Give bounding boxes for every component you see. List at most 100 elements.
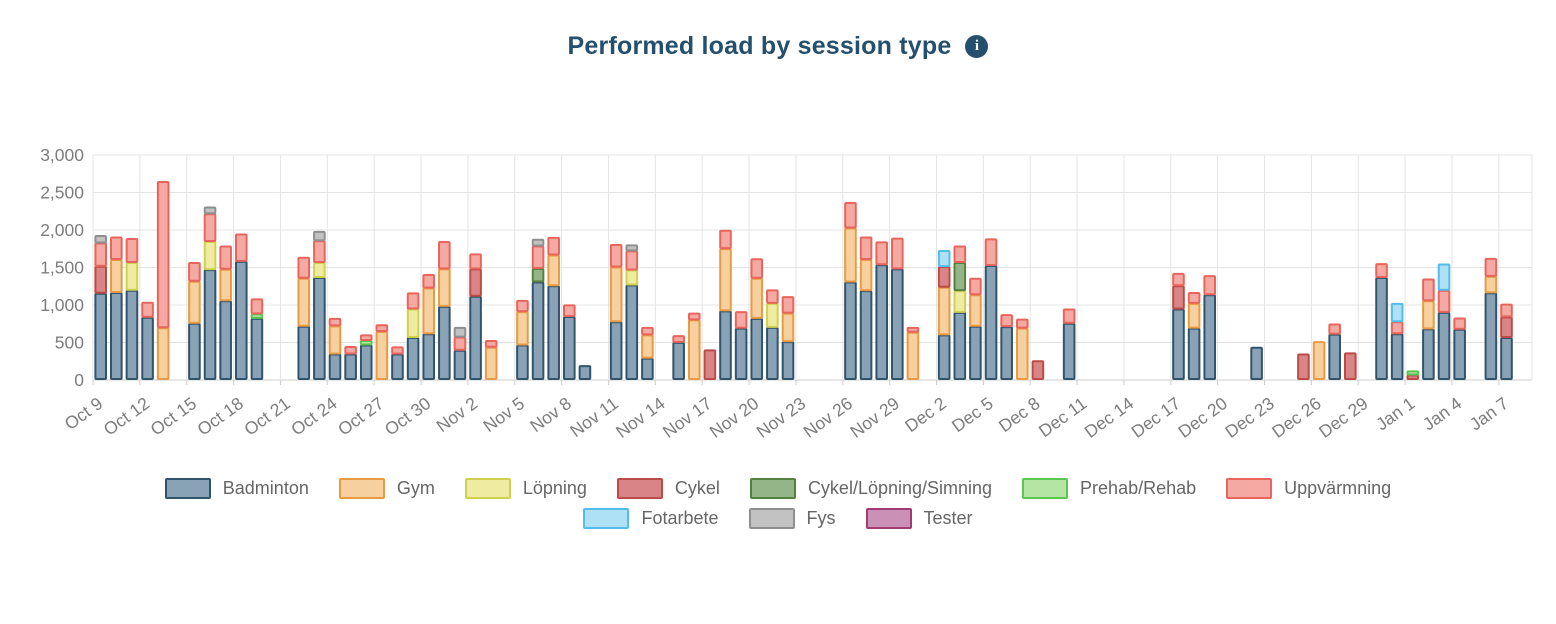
bar-segment-gym[interactable]	[188, 280, 201, 324]
bar-segment-uppv-rmning[interactable]	[110, 236, 123, 260]
bar-segment-l-pning[interactable]	[313, 262, 326, 278]
bar-segment-prehab-rehab[interactable]	[250, 313, 264, 319]
bar-segment-gym[interactable]	[156, 327, 170, 380]
bar-segment-badminton[interactable]	[1453, 328, 1466, 380]
bar-segment-cykel[interactable]	[1406, 374, 1420, 380]
bar-segment-cykel[interactable]	[937, 266, 951, 288]
bar-segment-uppv-rmning[interactable]	[687, 312, 701, 321]
bar-segment-cykel[interactable]	[703, 349, 717, 380]
bar-segment-badminton[interactable]	[1437, 311, 1451, 380]
bar-segment-uppv-rmning[interactable]	[203, 213, 217, 242]
bar-segment-uppv-rmning[interactable]	[875, 241, 889, 266]
bar-segment-badminton[interactable]	[734, 327, 748, 380]
bar-segment-badminton[interactable]	[313, 277, 326, 380]
bar-segment-gym[interactable]	[1015, 327, 1029, 380]
bar-segment-uppv-rmning[interactable]	[297, 256, 311, 279]
bar-segment-badminton[interactable]	[422, 333, 436, 380]
legend-item-gym[interactable]: Gym	[338, 478, 435, 499]
bar-segment-uppv-rmning[interactable]	[719, 229, 732, 250]
bar-segment-badminton[interactable]	[297, 325, 311, 380]
bar-segment-prehab-rehab[interactable]	[359, 340, 373, 346]
bar-segment-uppv-rmning[interactable]	[766, 289, 779, 304]
bar-segment-uppv-rmning[interactable]	[516, 299, 529, 313]
bar-segment-uppv-rmning[interactable]	[484, 340, 498, 348]
bar-segment-badminton[interactable]	[1187, 327, 1201, 380]
bar-segment-badminton[interactable]	[1390, 333, 1404, 380]
bar-segment-uppv-rmning[interactable]	[156, 181, 170, 329]
bar-segment-badminton[interactable]	[563, 316, 576, 380]
bar-segment-badminton[interactable]	[750, 317, 764, 380]
bar-segment-fys[interactable]	[94, 235, 108, 244]
bar-segment-uppv-rmning[interactable]	[1422, 278, 1435, 302]
bar-segment-fys[interactable]	[531, 238, 545, 247]
bar-segment-prehab-rehab[interactable]	[1406, 370, 1420, 376]
bar-segment-uppv-rmning[interactable]	[563, 304, 576, 317]
bar-segment-l-pning[interactable]	[203, 241, 217, 271]
bar-segment-uppv-rmning[interactable]	[750, 258, 764, 279]
bar-segment-badminton[interactable]	[547, 285, 560, 380]
bar-segment-uppv-rmning[interactable]	[625, 250, 639, 271]
legend-item-tester[interactable]: Tester	[865, 508, 973, 529]
bar-segment-gym[interactable]	[781, 312, 795, 343]
bar-segment-badminton[interactable]	[937, 334, 951, 380]
bar-segment-uppv-rmning[interactable]	[672, 335, 685, 343]
bar-segment-badminton[interactable]	[1375, 277, 1388, 380]
bar-segment-uppv-rmning[interactable]	[1062, 308, 1076, 324]
legend-item-cykel-l-pning-simning[interactable]: Cykel/Löpning/Simning	[749, 478, 992, 499]
bar-segment-uppv-rmning[interactable]	[859, 236, 873, 260]
bar-segment-badminton[interactable]	[391, 353, 404, 380]
bar-segment-uppv-rmning[interactable]	[141, 301, 154, 318]
bar-segment-cykel[interactable]	[1031, 360, 1045, 380]
bar-segment-uppv-rmning[interactable]	[609, 244, 623, 268]
bar-segment-badminton[interactable]	[891, 268, 904, 380]
bar-segment-badminton[interactable]	[953, 311, 967, 380]
bar-segment-fotarbete[interactable]	[1437, 263, 1451, 291]
bar-segment-uppv-rmning[interactable]	[406, 292, 420, 310]
bar-segment-l-pning[interactable]	[766, 302, 779, 328]
bar-segment-gym[interactable]	[328, 325, 342, 355]
bar-segment-badminton[interactable]	[110, 292, 123, 380]
bar-segment-badminton[interactable]	[969, 325, 982, 380]
bar-segment-uppv-rmning[interactable]	[531, 245, 545, 269]
legend-item-cykel[interactable]: Cykel	[616, 478, 720, 499]
bar-segment-l-pning[interactable]	[406, 308, 420, 338]
bar-segment-uppv-rmning[interactable]	[1328, 323, 1341, 335]
bar-segment-badminton[interactable]	[141, 316, 154, 380]
bar-segment-uppv-rmning[interactable]	[1453, 317, 1466, 330]
bar-segment-gym[interactable]	[719, 248, 732, 312]
bar-segment-uppv-rmning[interactable]	[94, 242, 108, 267]
bar-segment-gym[interactable]	[297, 277, 311, 327]
bar-segment-badminton[interactable]	[1203, 294, 1217, 380]
bar-segment-l-pning[interactable]	[953, 290, 967, 313]
bar-segment-badminton[interactable]	[516, 344, 529, 380]
bar-segment-gym[interactable]	[484, 346, 498, 380]
bar-segment-gym[interactable]	[516, 311, 529, 346]
bar-segment-uppv-rmning[interactable]	[391, 346, 404, 355]
bar-segment-uppv-rmning[interactable]	[844, 202, 857, 229]
bar-segment-badminton[interactable]	[609, 321, 623, 380]
bar-segment-uppv-rmning[interactable]	[438, 241, 451, 270]
legend-item-prehab-rehab[interactable]: Prehab/Rehab	[1022, 478, 1196, 499]
bar-segment-badminton[interactable]	[359, 344, 373, 380]
bar-segment-gym[interactable]	[547, 254, 560, 287]
bar-segment-badminton[interactable]	[438, 305, 451, 380]
bar-segment-gym[interactable]	[687, 319, 701, 380]
bar-segment-badminton[interactable]	[234, 260, 248, 380]
bar-segment-uppv-rmning[interactable]	[313, 240, 326, 263]
bar-segment-gym[interactable]	[937, 286, 951, 336]
bar-segment-uppv-rmning[interactable]	[1187, 292, 1201, 304]
bar-segment-cykel[interactable]	[469, 268, 482, 297]
bar-segment-badminton[interactable]	[578, 365, 592, 380]
bar-segment-badminton[interactable]	[1500, 337, 1513, 380]
bar-segment-uppv-rmning[interactable]	[1015, 318, 1029, 329]
bar-segment-gym[interactable]	[641, 334, 654, 359]
bar-segment-uppv-rmning[interactable]	[344, 346, 357, 355]
bar-segment-gym[interactable]	[219, 268, 232, 302]
bar-segment-l-pning[interactable]	[125, 262, 139, 291]
bar-segment-gym[interactable]	[438, 268, 451, 307]
bar-segment-gym[interactable]	[110, 259, 123, 293]
bar-segment-badminton[interactable]	[344, 353, 357, 380]
bar-segment-badminton[interactable]	[844, 281, 857, 380]
bar-segment-uppv-rmning[interactable]	[891, 237, 904, 270]
legend-item-fotarbete[interactable]: Fotarbete	[583, 508, 719, 529]
